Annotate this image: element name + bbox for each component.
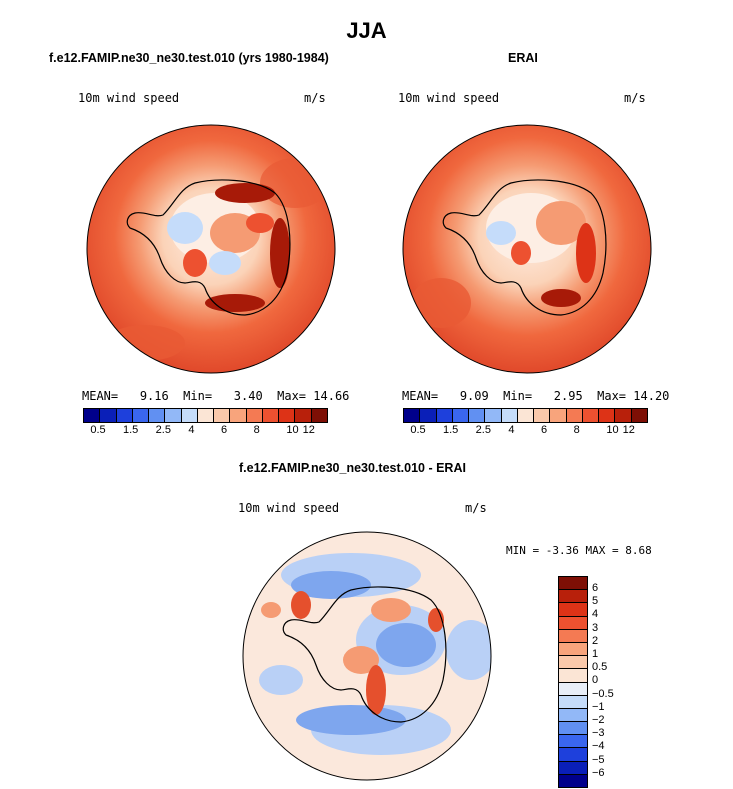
colorbar-tick-label: 3	[592, 621, 599, 634]
colorbar-tick-label: 4	[592, 608, 599, 621]
colorbar-swatch	[534, 409, 551, 422]
panel2-title: ERAI	[508, 51, 538, 65]
colorbar-tick-label: 5	[592, 595, 599, 608]
panel3-colorbar	[558, 576, 588, 788]
colorbar-tick-label: 0.5	[410, 424, 426, 436]
colorbar-swatch	[559, 629, 587, 643]
colorbar-swatch	[559, 616, 587, 630]
colorbar-swatch	[469, 409, 486, 422]
colorbar-swatch	[485, 409, 502, 422]
colorbar-swatch	[311, 409, 327, 422]
colorbar-tick-label: 10	[286, 424, 299, 436]
panel2-map	[402, 124, 652, 374]
colorbar-swatch	[559, 642, 587, 657]
colorbar-swatch	[149, 409, 166, 422]
colorbar-tick-label: 4	[188, 424, 195, 436]
colorbar-tick-label: 6	[221, 424, 228, 436]
colorbar-swatch	[559, 656, 587, 670]
colorbar-swatch	[566, 409, 583, 422]
colorbar-tick-label: 1	[592, 648, 599, 660]
colorbar-swatch	[550, 409, 567, 422]
panel1-colorbar-labels: 0.5 1.5 2.5 4 6 8 10 12	[83, 424, 328, 438]
colorbar-swatch	[181, 409, 198, 422]
panel3-variable: 10m wind speed	[238, 501, 340, 515]
panel3-map	[242, 531, 492, 781]
panel1-colorbar	[83, 408, 328, 423]
panel1-map	[86, 124, 336, 374]
panel3-units: m/s	[465, 501, 487, 515]
colorbar-swatch	[559, 735, 587, 749]
colorbar-swatch	[559, 722, 587, 736]
colorbar-tick-label: 2.5	[475, 424, 491, 436]
colorbar-swatch	[436, 409, 453, 422]
colorbar-swatch	[631, 409, 647, 422]
colorbar-swatch	[501, 409, 518, 422]
colorbar-tick-label: 4	[508, 424, 515, 436]
colorbar-swatch	[132, 409, 150, 422]
panel3-minmax: MIN = -3.36 MAX = 8.68	[506, 544, 652, 557]
colorbar-tick-label: 2	[592, 634, 599, 647]
colorbar-tick-label: 12	[622, 424, 635, 436]
colorbar-swatch	[246, 409, 263, 422]
colorbar-tick-label: 0	[592, 674, 599, 687]
panel2-units: m/s	[624, 91, 646, 105]
colorbar-tick-label: 8	[573, 424, 580, 436]
colorbar-tick-label: −2	[592, 714, 605, 726]
colorbar-tick-label: 6	[541, 424, 548, 436]
colorbar-swatch	[559, 761, 587, 775]
colorbar-swatch	[84, 409, 101, 422]
colorbar-swatch	[262, 409, 280, 422]
colorbar-swatch	[559, 695, 587, 709]
colorbar-swatch	[197, 409, 215, 422]
colorbar-swatch	[165, 409, 182, 422]
colorbar-swatch	[559, 669, 587, 683]
colorbar-swatch	[559, 774, 587, 787]
colorbar-swatch	[100, 409, 117, 422]
panel1-title: f.e12.FAMIP.ne30_ne30.test.010 (yrs 1980…	[49, 51, 329, 65]
panel1-stats: MEAN= 9.16 Min= 3.40 Max= 14.66	[82, 389, 350, 403]
colorbar-swatch	[615, 409, 632, 422]
colorbar-tick-label: 1.5	[443, 424, 459, 436]
panel3-title: f.e12.FAMIP.ne30_ne30.test.010 - ERAI	[239, 461, 466, 475]
colorbar-swatch	[295, 409, 312, 422]
colorbar-tick-label: 10	[606, 424, 619, 436]
colorbar-tick-label: −1	[592, 700, 605, 713]
colorbar-swatch	[214, 409, 231, 422]
colorbar-swatch	[559, 603, 587, 617]
colorbar-swatch	[116, 409, 133, 422]
colorbar-swatch	[559, 682, 587, 696]
panel2-stats: MEAN= 9.09 Min= 2.95 Max= 14.20	[402, 389, 670, 403]
colorbar-tick-label: −6	[592, 766, 605, 779]
panel2-colorbar-labels: 0.5 1.5 2.5 4 6 8 10 12	[403, 424, 648, 438]
panel1-variable: 10m wind speed	[78, 91, 180, 105]
colorbar-tick-label: 0.5	[592, 661, 608, 674]
colorbar-swatch	[230, 409, 247, 422]
colorbar-tick-label: 8	[253, 424, 260, 436]
colorbar-tick-label: 2.5	[155, 424, 171, 436]
colorbar-tick-label: 1.5	[123, 424, 139, 436]
panel2-colorbar	[403, 408, 648, 423]
panel3-colorbar-labels: 6 5 4 3 2 1 0.5 0 −0.5 −1 −2 −3 −4 −5 −6	[592, 576, 632, 779]
colorbar-tick-label: 6	[592, 582, 599, 594]
colorbar-swatch	[599, 409, 616, 422]
colorbar-tick-label: −0.5	[592, 687, 614, 700]
colorbar-swatch	[420, 409, 437, 422]
colorbar-swatch	[582, 409, 600, 422]
panel1-units: m/s	[304, 91, 326, 105]
season-title: JJA	[346, 18, 387, 43]
colorbar-swatch	[559, 577, 587, 591]
colorbar-tick-label: −5	[592, 753, 605, 766]
colorbar-tick-label: 12	[302, 424, 315, 436]
colorbar-swatch	[559, 708, 587, 723]
colorbar-tick-label: 0.5	[90, 424, 106, 436]
colorbar-swatch	[452, 409, 470, 422]
panel2-variable: 10m wind speed	[398, 91, 500, 105]
colorbar-swatch	[559, 748, 587, 762]
colorbar-swatch	[404, 409, 421, 422]
colorbar-swatch	[559, 590, 587, 604]
colorbar-swatch	[517, 409, 535, 422]
colorbar-swatch	[279, 409, 296, 422]
colorbar-tick-label: −3	[592, 727, 605, 740]
colorbar-tick-label: −4	[592, 740, 605, 753]
